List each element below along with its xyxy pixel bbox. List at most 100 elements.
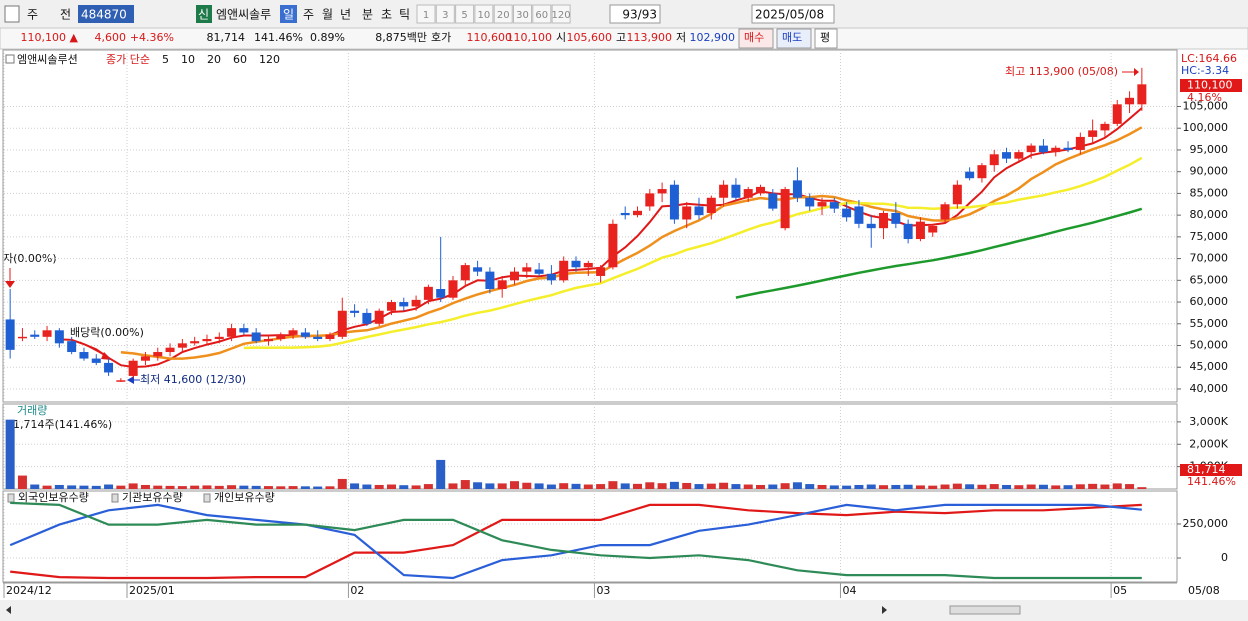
volume-bar [140,484,150,489]
candle-body [214,336,224,339]
count-button[interactable] [551,4,571,24]
interval[interactable]: 주 [303,8,314,22]
ma-line [243,156,1143,350]
candle-body [1075,136,1085,150]
zoom-slider[interactable] [949,605,1021,615]
tb-unit[interactable]: 주 [27,8,38,22]
volume-bar [190,485,200,489]
interval-selected[interactable] [280,5,297,23]
code-box[interactable] [78,5,134,23]
scrollbar[interactable] [0,600,1248,621]
count-button[interactable] [493,4,513,24]
sell[interactable]: 매도 [782,31,802,44]
volume-bar [276,486,286,489]
count[interactable]: 1 [423,10,429,21]
annot-high: 최고 113,900 (05/08) [1005,65,1118,78]
x-tick-label: 2024/12 [6,584,52,597]
volume-bar [1002,484,1012,489]
avg[interactable]: 평 [820,31,830,44]
count[interactable]: 30 [516,10,529,21]
date-box[interactable] [751,4,835,24]
candle-body [977,165,987,179]
volume-bar [965,484,975,489]
tb-name[interactable]: 엠앤씨솔루 [216,8,271,22]
tb-prev[interactable]: 전 [60,8,71,22]
holdings-legend: 개인보유수량 [214,491,275,504]
count[interactable]: 20 [497,10,510,21]
candle-body [792,180,802,198]
candle-body [399,302,409,307]
buy[interactable]: 매수 [744,31,764,44]
interval[interactable]: 년 [340,8,351,22]
y-tick-label: 0 [1221,551,1228,564]
candle-body [669,184,679,220]
scroll-left[interactable] [6,606,11,614]
candle-body [263,338,273,342]
volume-bar [116,485,126,489]
tb-date[interactable]: 2025/05/08 [755,8,824,22]
holdings-panel [2,490,1178,583]
count-button[interactable] [513,4,532,24]
y-tick-label: 105,000 [1183,99,1229,112]
volume-bar [1075,484,1085,489]
count[interactable]: 120 [552,10,571,21]
candle-body [608,223,618,268]
volume-bar [1038,484,1048,489]
count[interactable]: 10 [478,10,491,21]
ma-legend: 20 [207,53,221,66]
tb-code[interactable]: 484870 [81,8,127,22]
avg-button[interactable] [814,28,838,49]
sell-button[interactable] [776,28,812,49]
volume-bar [915,485,925,489]
candle-body [682,206,692,220]
q-open: 105,600 [567,31,613,44]
candle-body [128,360,138,376]
candle-body [190,341,200,344]
interval[interactable]: 틱 [399,8,410,22]
interval[interactable]: 초 [381,8,392,22]
candle-body [842,208,852,218]
candle-body [534,269,544,274]
volume-bar [866,484,876,489]
ma-legend: 5 [162,53,169,66]
volume-bar [485,483,495,489]
x-tick-label: 02 [350,584,364,597]
count-button[interactable] [474,4,494,24]
candle-body [374,310,384,324]
candle-body [177,343,187,348]
volume-bar [706,483,716,489]
count-button[interactable] [532,4,552,24]
count-button[interactable] [455,4,475,24]
count-button[interactable] [416,4,436,24]
holdings-line [10,503,1142,580]
holdings-legend: 기관보유수량 [122,491,183,504]
count[interactable]: 60 [535,10,548,21]
volume-bar [842,485,852,489]
interval[interactable]: 분 [362,8,373,22]
volume-bar [177,486,187,489]
volume-bar [79,485,89,489]
buy-button[interactable] [738,28,774,49]
candle-body [915,221,925,240]
x-tick-label: 05 [1113,584,1127,597]
interval[interactable]: 월 [322,8,333,22]
price-name: 엠앤씨솔루션 [17,53,78,66]
count[interactable]: 5 [461,10,467,21]
candle-body [1100,123,1110,131]
candle-body [140,356,150,361]
count-button[interactable] [435,4,455,24]
candle-body [276,334,286,339]
candle-body [546,273,556,281]
volume-bar [5,419,15,489]
volume-bar [374,484,384,489]
page-box[interactable] [609,4,661,24]
candle-body [965,171,975,179]
scroll-right[interactable] [882,606,887,614]
last-pct: 4.16% [1187,91,1222,104]
candle-body [756,186,766,194]
icon[interactable] [4,5,20,23]
y-tick-label: 85,000 [1190,186,1229,199]
count[interactable]: 3 [442,10,448,21]
candle-body [645,193,655,207]
interval[interactable]: 일 [283,8,294,22]
